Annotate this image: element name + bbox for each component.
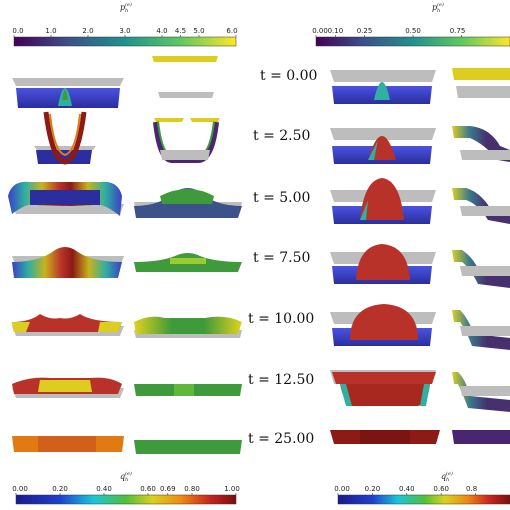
time-label: t = 7.50 xyxy=(253,250,310,266)
surface-plot xyxy=(8,181,124,216)
colorbar-ticks: 0.00 0.20 0.40 0.60 0.8 xyxy=(334,485,477,495)
colorbar-tick-label: 0.0 xyxy=(12,27,23,35)
colorbar-tick-label: 0.25 xyxy=(357,27,373,35)
colorbar-tick-label: 3.0 xyxy=(119,27,130,35)
colorbar-gradient xyxy=(15,494,237,505)
surface-plot xyxy=(153,118,220,163)
surface-plot xyxy=(330,244,436,284)
colorbar-label: p xyxy=(120,3,125,12)
colorbar-tick-label: 0.00 xyxy=(12,485,28,493)
colorbar-tick-label: 5.0 xyxy=(193,27,204,35)
colorbar-tick-label: 1.00 xyxy=(224,485,240,493)
colorbar-label-sup: (e) xyxy=(446,470,453,477)
colorbar-label: q xyxy=(441,472,446,481)
time-label: t = 5.00 xyxy=(253,190,310,206)
colorbar-label-sub: h xyxy=(125,477,128,483)
surface-plot xyxy=(12,78,124,108)
colorbar-tick-label: 2.0 xyxy=(82,27,93,35)
surface-plot xyxy=(452,430,510,444)
colorbar-tick-label: 4.0 xyxy=(156,27,167,35)
colorbar-tick-label: 0.20 xyxy=(52,485,68,493)
colorbar-gradient xyxy=(337,494,510,505)
surface-plot xyxy=(452,372,510,412)
surface-plot xyxy=(330,430,440,444)
surface-plot xyxy=(330,370,436,406)
colorbar-gradient xyxy=(315,36,510,47)
time-labels: t = 0.00 t = 2.50 t = 5.00 t = 7.50 t = … xyxy=(248,68,317,447)
time-label: t = 2.50 xyxy=(253,128,310,144)
colorbar-ticks: 0.0 1.0 2.0 3.0 4.0 4.5 5.0 6.0 xyxy=(12,27,238,37)
colorbar-label-sub: h xyxy=(437,8,440,14)
colorbar-tick-label: 0.10 xyxy=(328,27,344,35)
surface-plot xyxy=(134,440,242,454)
surface-plot xyxy=(330,70,436,104)
colorbar-top-left: p h (e) 0.0 1.0 2.0 3.0 4.0 4.5 5.0 6.0 xyxy=(12,1,238,47)
surface-plot xyxy=(330,178,436,224)
colorbar-tick-label: 0.69 xyxy=(160,485,176,493)
colorbar-label: p xyxy=(432,3,437,12)
surface-panel-left-b xyxy=(134,56,242,454)
surface-plot xyxy=(134,316,242,338)
surface-plot xyxy=(12,247,124,278)
colorbar-tick-label: 0.60 xyxy=(140,485,156,493)
colorbar-ticks: 0.00 0.10 0.25 0.50 0.75 xyxy=(312,27,465,37)
surface-plot xyxy=(12,436,124,452)
surface-plot xyxy=(452,188,510,224)
colorbar-label: q xyxy=(120,472,125,481)
surface-plot xyxy=(452,68,510,98)
time-label: t = 0.00 xyxy=(260,68,317,84)
surface-plot xyxy=(330,128,436,164)
colorbar-bottom-right: q h (e) 0.00 0.20 0.40 0.60 0.8 xyxy=(334,470,510,505)
colorbar-tick-label: 6.0 xyxy=(226,27,237,35)
time-label: t = 12.50 xyxy=(248,372,314,388)
colorbar-tick-label: 1.0 xyxy=(45,27,56,35)
colorbar-ticks: 0.00 0.20 0.40 0.60 0.69 0.80 1.00 xyxy=(12,485,240,495)
surface-panel-left-a xyxy=(8,78,124,452)
colorbar-tick-label: 0.00 xyxy=(312,27,328,35)
surface-plot xyxy=(134,384,242,396)
colorbar-bottom-left: q h (e) 0.00 0.20 0.40 0.60 0.69 0.80 1.00 xyxy=(12,470,240,505)
colorbar-tick-label: 0.20 xyxy=(365,485,381,493)
colorbar-label-sup: (e) xyxy=(125,1,132,8)
surface-panel-right-a xyxy=(330,70,440,444)
time-label: t = 25.00 xyxy=(248,431,314,447)
colorbar-tick-label: 0.8 xyxy=(466,485,477,493)
colorbar-tick-label: 4.5 xyxy=(175,27,186,35)
colorbar-top-right: p h (e) 0.00 0.10 0.25 0.50 0.75 xyxy=(312,1,510,47)
colorbar-label-sup: (e) xyxy=(437,1,444,8)
surface-panel-right-b xyxy=(452,68,510,444)
surface-plot xyxy=(12,314,124,336)
colorbar-tick-label: 0.50 xyxy=(405,27,421,35)
colorbar-tick-label: 0.60 xyxy=(433,485,449,493)
colorbar-label-sub: h xyxy=(125,8,128,14)
surface-plot xyxy=(134,253,242,272)
surface-plot xyxy=(452,126,510,162)
surface-plot xyxy=(152,56,218,98)
colorbar-gradient xyxy=(13,36,237,47)
colorbar-tick-label: 0.40 xyxy=(399,485,415,493)
surface-plot xyxy=(12,377,124,398)
surface-plot xyxy=(34,111,96,165)
colorbar-label-sub: h xyxy=(446,477,449,483)
surface-plot xyxy=(134,188,242,218)
colorbar-label-sup: (e) xyxy=(125,470,132,477)
colorbar-tick-label: 0.80 xyxy=(184,485,200,493)
surface-plot xyxy=(452,250,510,288)
colorbar-tick-label: 0.00 xyxy=(334,485,350,493)
surface-plot xyxy=(330,304,436,346)
colorbar-tick-label: 0.40 xyxy=(96,485,112,493)
colorbar-tick-label: 0.75 xyxy=(450,27,466,35)
time-label: t = 10.00 xyxy=(248,311,314,327)
surface-plot xyxy=(452,310,510,350)
